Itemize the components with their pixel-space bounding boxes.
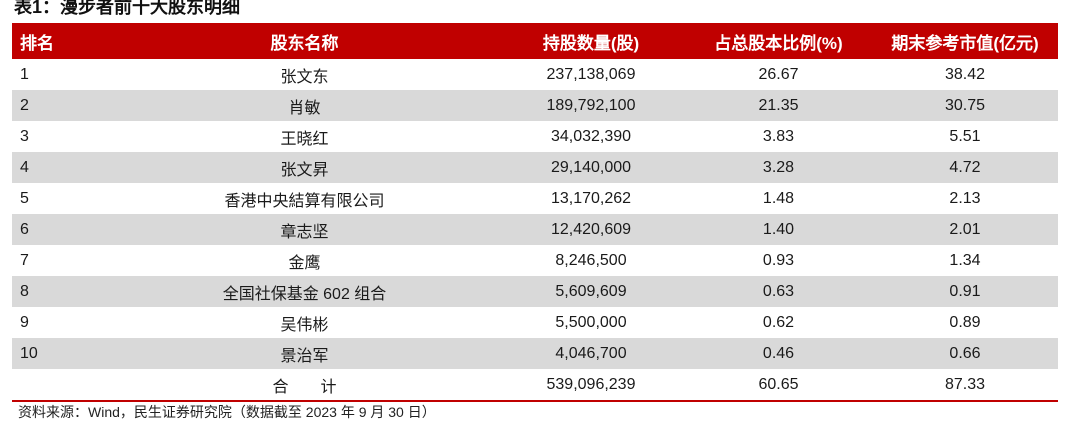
shares-cell: 8,246,500 xyxy=(555,251,627,269)
ratio-cell: 3.28 xyxy=(685,152,872,183)
shareholder-name-cell: 章志坚 xyxy=(112,214,497,245)
table-row: 3 王晓红 34,032,390 3.83 5.51 xyxy=(12,121,1058,152)
market-value-cell: 1.34 xyxy=(949,251,981,269)
ratio-cell: 1.48 xyxy=(762,189,795,207)
source-note: 资料来源：Wind，民生证券研究院（数据截至 2023 年 9 月 30 日） xyxy=(18,404,436,420)
ratio-cell: 1.40 xyxy=(685,214,872,245)
table-title: 表1：漫步者前十大股东明细 xyxy=(14,0,241,17)
shares-cell: 5,609,609 xyxy=(497,276,685,307)
ratio-cell: 21.35 xyxy=(685,90,872,121)
header-market-value: 期末参考市值(亿元) xyxy=(891,33,1039,53)
rank-cell: 5 xyxy=(20,189,29,207)
rank-cell: 9 xyxy=(20,313,29,331)
shares-cell: 4,046,700 xyxy=(497,338,685,369)
rank-cell: 6 xyxy=(12,214,112,245)
total-ratio-cell: 60.65 xyxy=(685,369,872,402)
ratio-cell: 0.63 xyxy=(685,276,872,307)
table-row: 7 金鹰 8,246,500 0.93 1.34 xyxy=(12,245,1058,276)
table-row: 4 张文昇 29,140,000 3.28 4.72 xyxy=(12,152,1058,183)
header-share-ratio: 占总股本比例(%) xyxy=(714,33,843,53)
shareholder-name-cell: 全国社保基金 602 组合 xyxy=(112,276,497,307)
rank-cell: 3 xyxy=(20,127,29,145)
market-value-cell: 5.51 xyxy=(949,127,981,145)
header-shareholder-name: 股东名称 xyxy=(270,33,339,53)
shareholder-name-cell: 景治军 xyxy=(112,338,497,369)
total-label: 合 计 xyxy=(112,369,497,402)
shareholder-name-cell: 香港中央結算有限公司 xyxy=(224,192,385,210)
table-row: 9 吴伟彬 5,500,000 0.62 0.89 xyxy=(12,307,1058,338)
market-value-cell: 2.13 xyxy=(949,189,981,207)
market-value-cell: 0.91 xyxy=(872,276,1058,307)
table-row: 6 章志坚 12,420,609 1.40 2.01 xyxy=(12,214,1058,245)
shares-cell: 13,170,262 xyxy=(550,189,632,207)
table-header: 排名 股东名称 持股数量(股) 占总股本比例(%) 期末参考市值(亿元) xyxy=(12,23,1058,59)
total-shares-cell: 539,096,239 xyxy=(497,369,685,402)
table-row: 8 全国社保基金 602 组合 5,609,609 0.63 0.91 xyxy=(12,276,1058,307)
rank-cell: 10 xyxy=(12,338,112,369)
total-row: 合 计 539,096,239 60.65 87.33 xyxy=(12,369,1058,402)
shares-cell: 5,500,000 xyxy=(555,313,627,331)
total-market-value-cell: 87.33 xyxy=(872,369,1058,402)
rank-cell: 4 xyxy=(12,152,112,183)
rank-cell: 7 xyxy=(20,251,29,269)
table-row: 1 张文东 237,138,069 26.67 38.42 xyxy=(12,59,1058,90)
market-value-cell: 4.72 xyxy=(872,152,1058,183)
shareholder-name-cell: 张文东 xyxy=(280,68,329,86)
rank-cell: 1 xyxy=(20,65,29,83)
shares-cell: 29,140,000 xyxy=(497,152,685,183)
shares-cell: 12,420,609 xyxy=(497,214,685,245)
shareholder-name-cell: 吴伟彬 xyxy=(280,316,329,334)
shareholder-name-cell: 王晓红 xyxy=(280,130,329,148)
total-rank-cell xyxy=(12,369,112,402)
market-value-cell: 0.89 xyxy=(949,313,981,331)
header-shares-held: 持股数量(股) xyxy=(542,33,640,53)
ratio-cell: 3.83 xyxy=(762,127,795,145)
rank-cell: 2 xyxy=(12,90,112,121)
shareholder-name-cell: 张文昇 xyxy=(112,152,497,183)
shares-cell: 189,792,100 xyxy=(497,90,685,121)
ratio-cell: 0.46 xyxy=(685,338,872,369)
shares-cell: 237,138,069 xyxy=(546,65,636,83)
market-value-cell: 38.42 xyxy=(944,65,986,83)
shareholder-name-cell: 肖敏 xyxy=(112,90,497,121)
ratio-cell: 26.67 xyxy=(758,65,799,83)
ratio-cell: 0.62 xyxy=(762,313,795,331)
shareholder-name-cell: 金鹰 xyxy=(288,254,321,272)
ratio-cell: 0.93 xyxy=(762,251,795,269)
header-rank: 排名 xyxy=(20,33,54,53)
rank-cell: 8 xyxy=(12,276,112,307)
market-value-cell: 2.01 xyxy=(872,214,1058,245)
table-row: 5 香港中央結算有限公司 13,170,262 1.48 2.13 xyxy=(12,183,1058,214)
shareholders-table: 排名 股东名称 持股数量(股) 占总股本比例(%) 期末参考市值(亿元) 1 张… xyxy=(12,23,1058,402)
table-body: 1 张文东 237,138,069 26.67 38.42 2 肖敏 189,7… xyxy=(12,59,1058,402)
market-value-cell: 0.66 xyxy=(872,338,1058,369)
market-value-cell: 30.75 xyxy=(872,90,1058,121)
header-row: 排名 股东名称 持股数量(股) 占总股本比例(%) 期末参考市值(亿元) xyxy=(12,23,1058,59)
shares-cell: 34,032,390 xyxy=(550,127,632,145)
table-row: 10 景治军 4,046,700 0.46 0.66 xyxy=(12,338,1058,369)
table-row: 2 肖敏 189,792,100 21.35 30.75 xyxy=(12,90,1058,121)
